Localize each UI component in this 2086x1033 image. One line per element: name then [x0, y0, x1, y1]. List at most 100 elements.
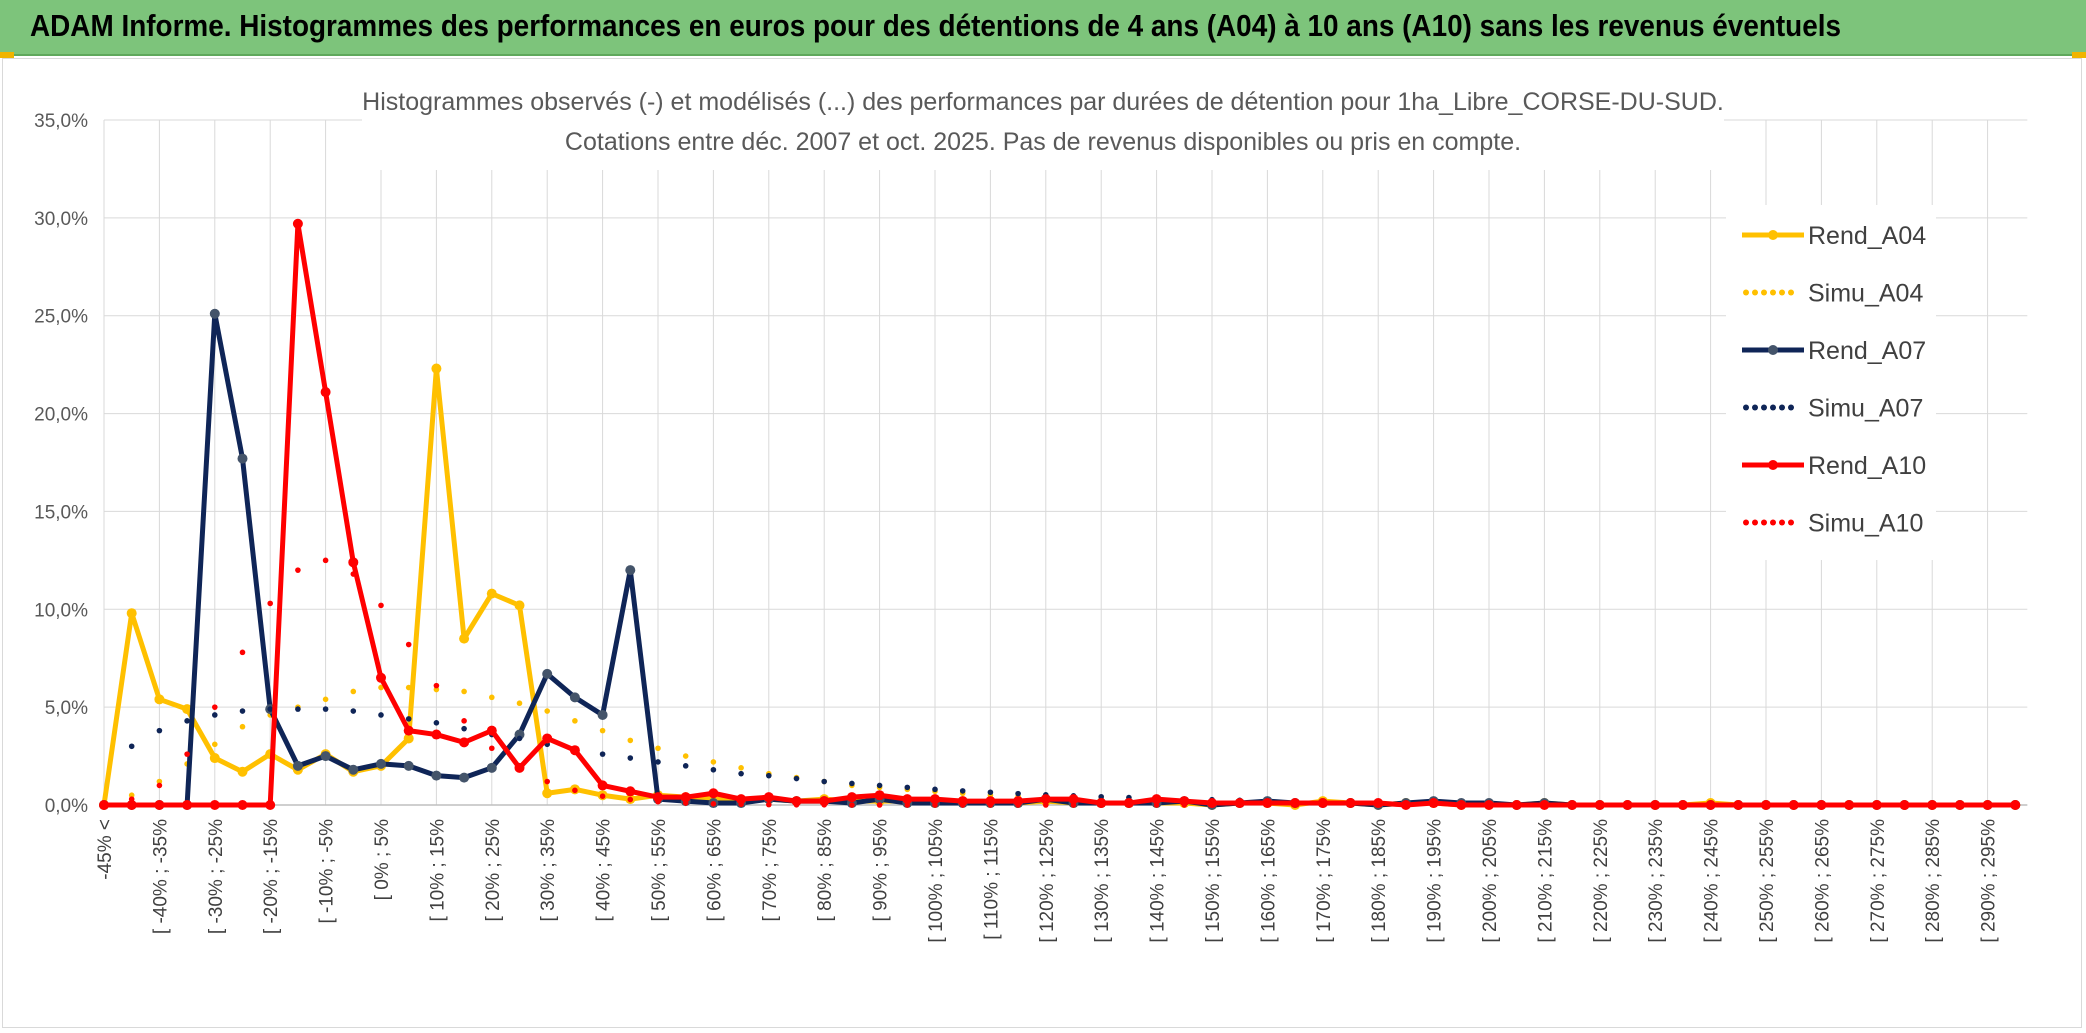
- y-tick-label: 20,0%: [34, 405, 88, 426]
- data-point: [680, 792, 691, 803]
- data-point: [348, 764, 359, 775]
- data-point: [128, 796, 135, 802]
- data-point: [292, 760, 303, 771]
- x-tick-label: [ -20% ; -15%: [261, 819, 282, 934]
- data-point: [849, 780, 855, 787]
- data-point: [1652, 802, 1658, 808]
- data-point: [184, 751, 190, 757]
- data-point: [655, 745, 661, 752]
- legend-swatch: [1752, 289, 1758, 296]
- data-point: [874, 790, 885, 801]
- data-point: [682, 753, 689, 759]
- data-point: [292, 218, 303, 229]
- data-point: [128, 792, 135, 799]
- data-point: [516, 735, 523, 742]
- data-point: [489, 745, 495, 752]
- legend-swatch: [1761, 404, 1767, 411]
- x-tick-label: [ 10% ; 15%: [427, 819, 448, 922]
- data-point: [486, 762, 497, 773]
- data-point: [985, 796, 996, 807]
- x-tick-label: [ 0% ; 5%: [372, 819, 393, 900]
- banner-accent-left: [0, 52, 14, 58]
- x-tick-label: [ 40% ; 45%: [594, 819, 615, 922]
- legend-background: [1726, 205, 1936, 560]
- data-point: [212, 741, 218, 748]
- legend-swatch: [1743, 404, 1749, 411]
- data-point: [710, 801, 717, 807]
- data-point: [1179, 796, 1190, 807]
- data-point: [212, 704, 218, 710]
- data-point: [350, 688, 357, 695]
- data-point: [930, 794, 940, 805]
- y-axis: 0,0% 5,0% 10,0% 15,0% 20,0% 25,0% 30,0% 35,0%: [34, 111, 88, 817]
- data-point: [461, 725, 467, 732]
- data-point: [378, 684, 384, 691]
- data-point: [1957, 802, 1963, 808]
- legend-label: Simu_A10: [1808, 510, 1923, 538]
- data-point: [184, 718, 190, 724]
- data-point: [514, 729, 525, 740]
- data-point: [126, 800, 137, 810]
- y-tick-label: 5,0%: [45, 698, 88, 719]
- data-point: [1320, 802, 1326, 808]
- data-point: [239, 708, 246, 714]
- legend-marker: [1768, 230, 1778, 240]
- data-point: [267, 600, 274, 607]
- data-point: [821, 802, 827, 808]
- x-tick-label: [ 60% ; 65%: [704, 819, 725, 922]
- legend-item-simu_a04: Simu_A04: [1743, 280, 1923, 308]
- data-point: [1264, 802, 1271, 808]
- data-point: [599, 727, 606, 734]
- x-tick-label: [ 130% ; 135%: [1092, 819, 1113, 943]
- data-point: [516, 765, 523, 771]
- data-point: [1874, 802, 1880, 808]
- data-point: [1569, 802, 1575, 808]
- x-tick-label: [ 210% ; 215%: [1535, 819, 1556, 943]
- x-tick-label: [ 290% ; 295%: [1979, 819, 2000, 943]
- data-point: [682, 763, 689, 769]
- data-point: [486, 588, 497, 599]
- data-point: [431, 770, 442, 781]
- legend-swatch: [1779, 519, 1785, 526]
- data-point: [1292, 802, 1298, 808]
- data-point: [403, 725, 414, 736]
- data-point: [1013, 796, 1024, 807]
- data-point: [1513, 802, 1520, 808]
- data-point: [320, 751, 331, 762]
- x-tick-label: [ 80% ; 85%: [815, 819, 836, 922]
- y-tick-label: 30,0%: [34, 209, 88, 230]
- data-point: [459, 633, 470, 644]
- data-point: [433, 682, 440, 689]
- legend-item-rend_a10: Rend_A10: [1742, 452, 1926, 480]
- data-point: [209, 308, 220, 319]
- data-point: [295, 706, 301, 712]
- data-point: [237, 453, 248, 464]
- report-title: ADAM Informe. Histogrammes des performan…: [30, 8, 1841, 43]
- data-point: [682, 800, 689, 806]
- data-point: [1098, 802, 1104, 808]
- data-point: [212, 712, 218, 718]
- data-point: [154, 694, 165, 705]
- data-point: [627, 737, 634, 744]
- data-point: [320, 387, 331, 398]
- data-point: [489, 694, 495, 701]
- data-point: [350, 571, 357, 577]
- data-point: [627, 755, 634, 761]
- data-point: [1458, 802, 1465, 808]
- y-tick-label: 10,0%: [34, 600, 88, 621]
- x-axis: -45% < [ -40% ; -35% [ -30% ; -25% [ -20% ;…: [95, 804, 2028, 943]
- report-banner: ADAM Informe. Histogrammes des performan…: [0, 0, 2086, 56]
- data-point: [597, 780, 608, 791]
- data-point: [738, 765, 744, 771]
- data-point: [987, 789, 994, 796]
- x-tick-label: [ 110% ; 115%: [981, 819, 1002, 940]
- data-point: [265, 800, 276, 810]
- data-point: [902, 794, 913, 805]
- data-point: [793, 775, 800, 782]
- legend-swatch: [1770, 289, 1776, 296]
- data-point: [431, 363, 442, 374]
- data-point: [542, 788, 553, 799]
- data-point: [766, 772, 772, 779]
- data-point: [708, 788, 719, 799]
- data-point: [486, 725, 497, 736]
